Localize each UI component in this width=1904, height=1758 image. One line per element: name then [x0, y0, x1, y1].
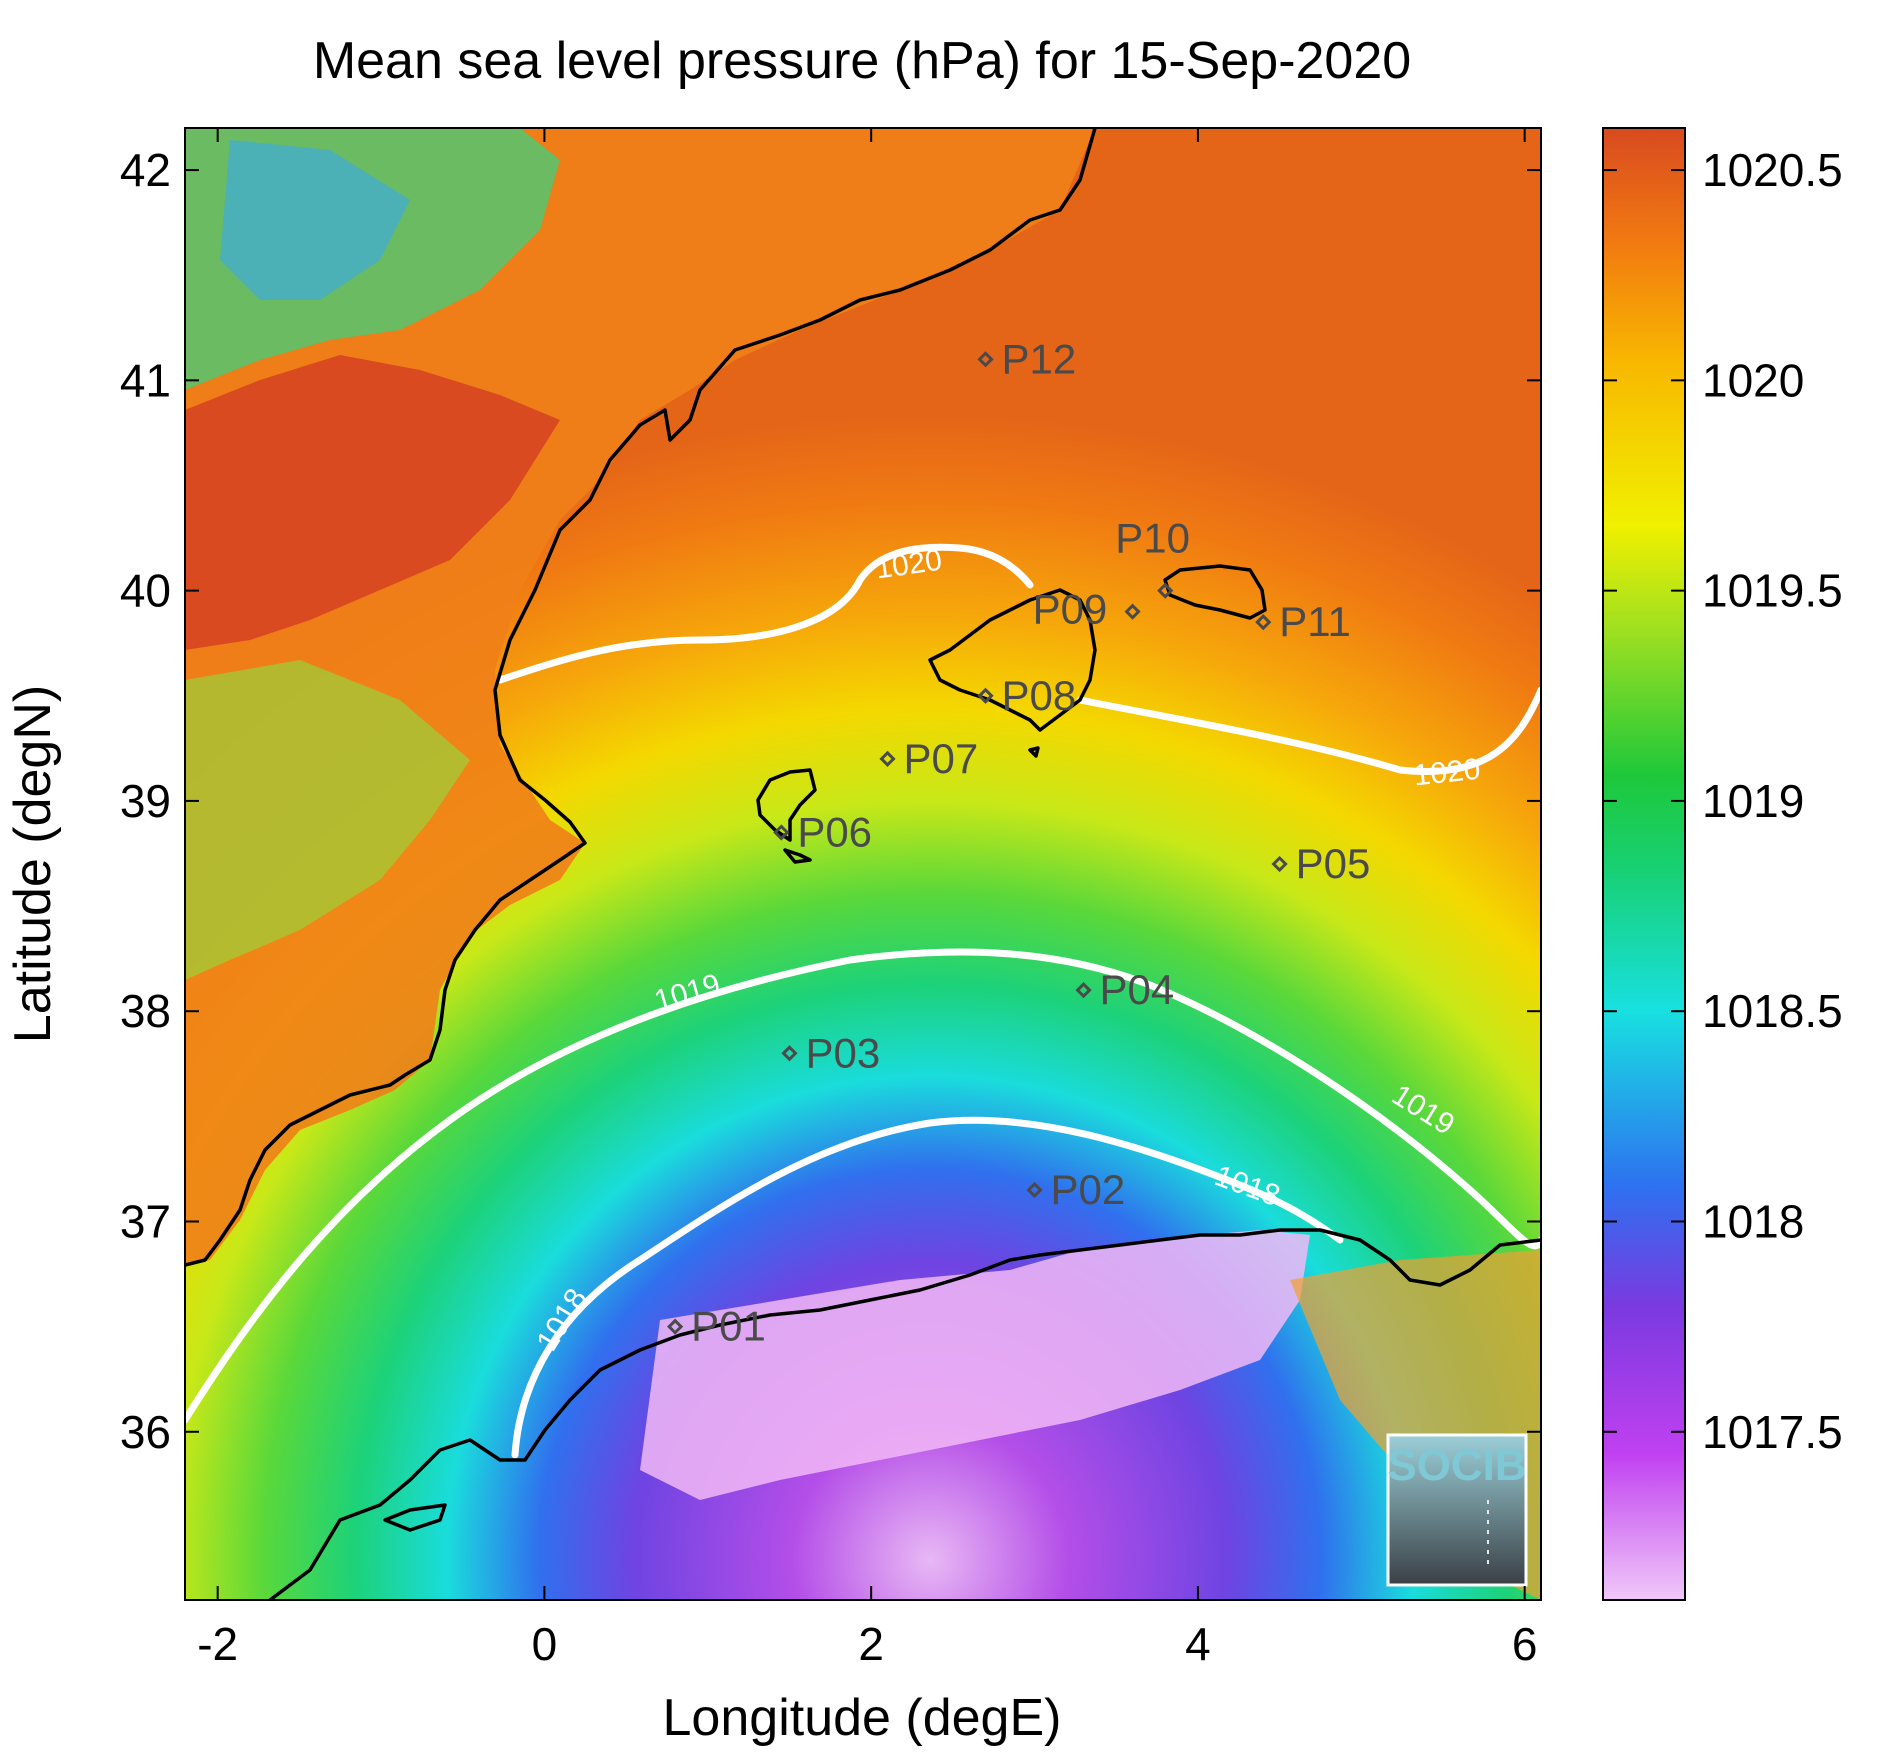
colorbar-tick-label: 1019.5: [1702, 565, 1843, 617]
x-tick-label: 2: [858, 1618, 884, 1670]
ibiza-coast: [756, 768, 817, 842]
colorbar-tick-label: 1018.5: [1702, 985, 1843, 1037]
station-marker-p02: [1026, 1181, 1043, 1199]
station-label-p11: P11: [1279, 598, 1351, 645]
station-label-p06: P06: [797, 808, 872, 855]
contour-1020-east: [1076, 686, 1541, 775]
x-axis: -2 0 2 4 6: [197, 128, 1537, 1670]
x-axis-label: Longitude (degE): [663, 1689, 1062, 1747]
station-marker-p12: [977, 351, 994, 368]
formentera-coast: [783, 848, 812, 864]
station-label-p02: P02: [1051, 1166, 1126, 1213]
plot-frame: [184, 127, 1542, 1601]
iberia-highland-red: [185, 355, 560, 650]
x-tick-label: 4: [1185, 1618, 1211, 1670]
x-tick-label: 0: [532, 1618, 558, 1670]
y-tick-label: 39: [120, 775, 171, 827]
y-axis-label: Latitude (degN): [4, 685, 62, 1043]
iberian-coastline: [185, 128, 1097, 1267]
station-label-p03: P03: [805, 1029, 880, 1076]
y-tick-label: 42: [120, 144, 171, 196]
station-label-p05: P05: [1296, 840, 1371, 887]
iberia-cyan-patch: [220, 140, 410, 300]
station-label-p08: P08: [1002, 672, 1077, 719]
mallorca-coast: [928, 588, 1097, 732]
y-axis: 36 37 38 39 40 41 42: [120, 144, 1541, 1458]
colorbar-tick-label: 1020: [1702, 354, 1804, 406]
station-label-p09: P09: [1033, 586, 1108, 633]
station-marker-p01: [666, 1318, 684, 1335]
colorbar-gradient: [1602, 127, 1686, 1601]
x-tick-label: -2: [197, 1618, 238, 1670]
colorbar-tick-label: 1018: [1702, 1195, 1804, 1247]
colorbar-ticks: 1017.5 1018 1018.5 1019 1019.5 1020 1020.5: [1603, 144, 1843, 1458]
y-tick-label: 38: [120, 985, 171, 1037]
contour-lines: [185, 543, 1541, 1459]
station-marker-p04: [1075, 982, 1092, 999]
plot-area: 1020 1020 1019 1019 1018 1018 P01P02P03P…: [185, 128, 1541, 1600]
station-label-p12: P12: [1002, 335, 1077, 382]
land-areas: [185, 128, 1541, 1600]
station-label-p10: P10: [1115, 515, 1190, 562]
y-tick-label: 40: [120, 565, 171, 617]
alboran-island-coast: [383, 1503, 447, 1532]
colorbar-tick-label: 1020.5: [1702, 144, 1843, 196]
iberia-south-green: [185, 660, 470, 980]
north-africa-coastline: [268, 1228, 1541, 1600]
station-label-p04: P04: [1100, 966, 1175, 1013]
station-marker-p06: [773, 824, 790, 841]
y-tick-label: 37: [120, 1195, 171, 1247]
y-tick-label: 36: [120, 1406, 171, 1458]
contour-1018: [511, 1116, 1344, 1459]
station-marker-p08: [977, 687, 994, 704]
y-tick-label: 41: [120, 354, 171, 406]
coastlines: [185, 128, 1541, 1600]
contour-1019: [185, 948, 1541, 1424]
contour-1020-west: [496, 543, 1034, 684]
cabrera-coast: [1028, 746, 1040, 758]
logo-text: SOCIB: [1387, 1441, 1526, 1490]
station-marker-p07: [879, 750, 896, 767]
contour-label-1020-b: 1020: [1412, 753, 1482, 793]
station-label-p01: P01: [691, 1303, 766, 1350]
station-marker-p09: [1124, 603, 1141, 620]
station-marker-p03: [781, 1045, 798, 1062]
colorbar: 1017.5 1018 1018.5 1019 1019.5 1020 1020.5: [1602, 127, 1843, 1601]
x-tick-label: 6: [1512, 1618, 1538, 1670]
north-africa-land: [640, 1230, 1310, 1500]
menorca-coast: [1163, 564, 1267, 620]
station-marker-p05: [1271, 855, 1288, 873]
chart-title: Mean sea level pressure (hPa) for 15-Sep…: [313, 32, 1411, 90]
logo-box: [1386, 1433, 1528, 1587]
colorbar-tick-label: 1019: [1702, 775, 1804, 827]
station-label-p07: P07: [904, 735, 979, 782]
colorbar-tick-label: 1017.5: [1702, 1406, 1843, 1458]
station-marker-p10: [1157, 582, 1174, 599]
socib-logo: SOCIB: [1386, 1433, 1528, 1587]
station-marker-p11: [1255, 614, 1272, 631]
